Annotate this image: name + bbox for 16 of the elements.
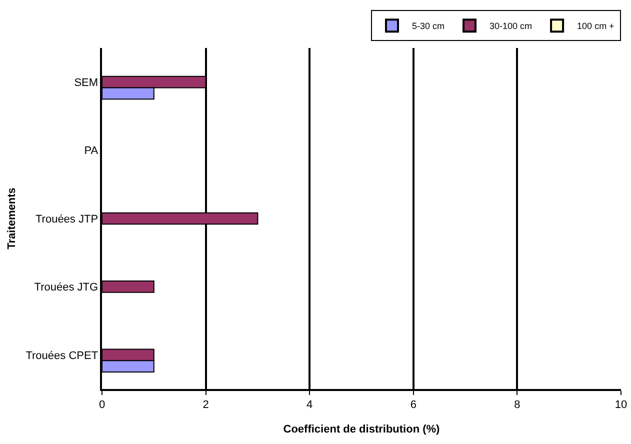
legend-label: 100 cm + xyxy=(577,21,614,32)
x-axis-title: Coefficient de distribution (%) xyxy=(283,424,440,436)
y-tick-label: PA xyxy=(84,145,99,158)
y-tick-label: Trouées JTP xyxy=(35,213,98,226)
y-axis-title: Traitements xyxy=(6,188,18,250)
legend-label: 5-30 cm xyxy=(412,21,445,32)
x-tick-label: 0 xyxy=(98,398,106,411)
x-tick-label: 8 xyxy=(514,398,520,411)
x-tick-label: 4 xyxy=(306,398,313,411)
legend-label: 30-100 cm xyxy=(490,21,532,32)
y-tick-label: SEM xyxy=(74,76,98,89)
y-tick-label: Trouées CPET xyxy=(26,350,98,362)
y-tick-label: Trouées JTG xyxy=(34,282,98,294)
x-tick-label: 6 xyxy=(410,398,416,411)
x-tick-label: 2 xyxy=(202,398,209,411)
x-tick-label: 10 xyxy=(614,398,628,411)
